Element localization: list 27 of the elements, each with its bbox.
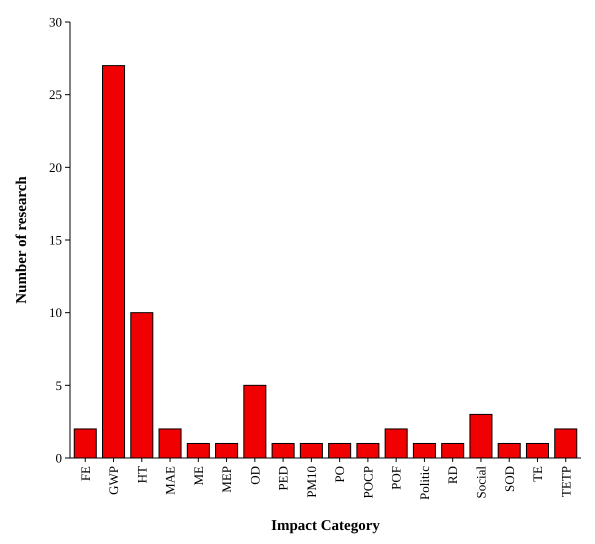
x-tick-label: MEP [219, 466, 234, 493]
x-axis-title: Impact Category [271, 518, 380, 534]
x-tick-label: Politic [416, 466, 432, 500]
x-tick-label: OD [247, 466, 262, 485]
x-tick-label: Social [474, 466, 488, 498]
x-tick-label: HT [134, 466, 150, 484]
y-tick-label: 10 [49, 305, 62, 320]
x-tick-label: PM10 [304, 466, 319, 498]
x-tick-label: POCP [360, 466, 376, 499]
x-tick-label: ME [190, 466, 206, 486]
y-axis-title: Number of research [14, 176, 30, 304]
x-tick-label: GWP [106, 466, 122, 495]
x-tick-label: POF [388, 466, 404, 490]
x-tick-label: RD [445, 466, 460, 484]
x-tick-label: FE [78, 466, 93, 482]
y-tick-label: 20 [49, 160, 62, 175]
y-tick-label: 5 [56, 378, 62, 393]
x-tick-label: MAE [162, 466, 178, 495]
y-tick-label: 15 [49, 232, 62, 248]
y-tick-label: 25 [49, 87, 62, 102]
x-tick-label: SOD [502, 466, 517, 492]
x-tick-label: TE [530, 466, 546, 482]
x-tick-label: PED [276, 466, 291, 491]
y-tick-label: 0 [56, 450, 62, 466]
x-tick-label: TETP [558, 466, 574, 498]
x-tick-label: PO [332, 466, 348, 483]
y-tick-label: 30 [49, 14, 62, 30]
